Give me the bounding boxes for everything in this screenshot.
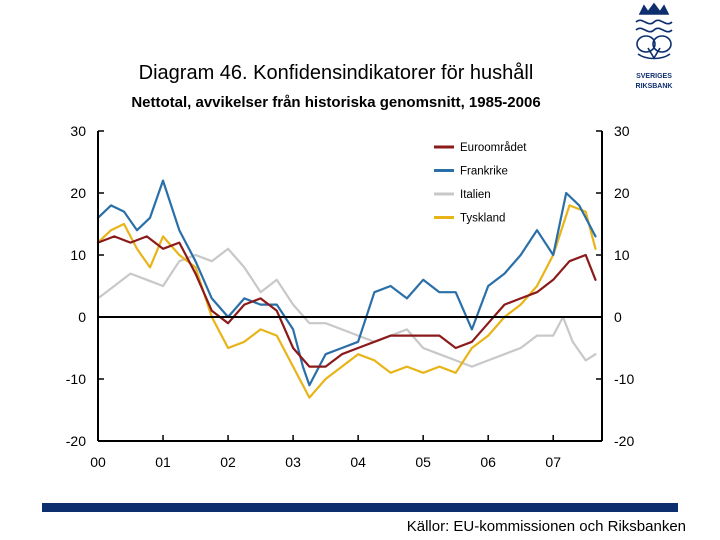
logo-text-line1: SVERIGES [636,73,672,80]
x-tick-label: 07 [545,454,561,470]
chart-subtitle: Nettotal, avvikelser från historiska gen… [131,94,541,111]
y-tick-label-right: -10 [614,371,634,387]
x-tick-label: 06 [480,454,496,470]
crown-emblem-icon: SVERIGES RIKSBANK [635,2,673,90]
y-tick-label-left: -20 [66,433,86,449]
x-tick-label: 01 [155,454,171,470]
legend-label: Frankrike [460,166,508,178]
x-tick-label: 03 [285,454,301,470]
riksbank-logo: SVERIGES RIKSBANK [626,0,682,96]
series-line-tyskland [96,204,597,399]
series-line-italien [96,247,597,368]
legend-label: Italien [460,189,491,201]
x-tick-label: 04 [350,454,366,470]
chart-title: Diagram 46. Konfidensindikatorer för hus… [138,62,534,84]
y-tick-label-right: 30 [614,123,630,139]
x-tick-label: 00 [90,454,106,470]
y-tick-label-left: 10 [70,247,86,263]
source-note: Källor: EU-kommissionen och Riksbanken [406,518,686,535]
legend-label: Euroområdet [460,142,527,154]
logo-text-line2: RIKSBANK [636,83,673,90]
y-tick-label-right: 20 [614,185,630,201]
series-line-frankrike [96,179,597,387]
y-tick-label-left: 20 [70,185,86,201]
y-tick-label-right: 10 [614,247,630,263]
x-tick-label: 02 [220,454,236,470]
y-tick-label-left: -10 [66,371,86,387]
y-tick-label-right: 0 [614,309,622,325]
y-tick-label-left: 0 [78,309,86,325]
footer-bar [42,503,678,512]
x-tick-label: 05 [415,454,431,470]
y-tick-label-left: 30 [70,123,86,139]
series-line-euroområdet [96,235,597,368]
y-tick-label-right: -20 [614,433,634,449]
legend-label: Tyskland [460,213,505,225]
